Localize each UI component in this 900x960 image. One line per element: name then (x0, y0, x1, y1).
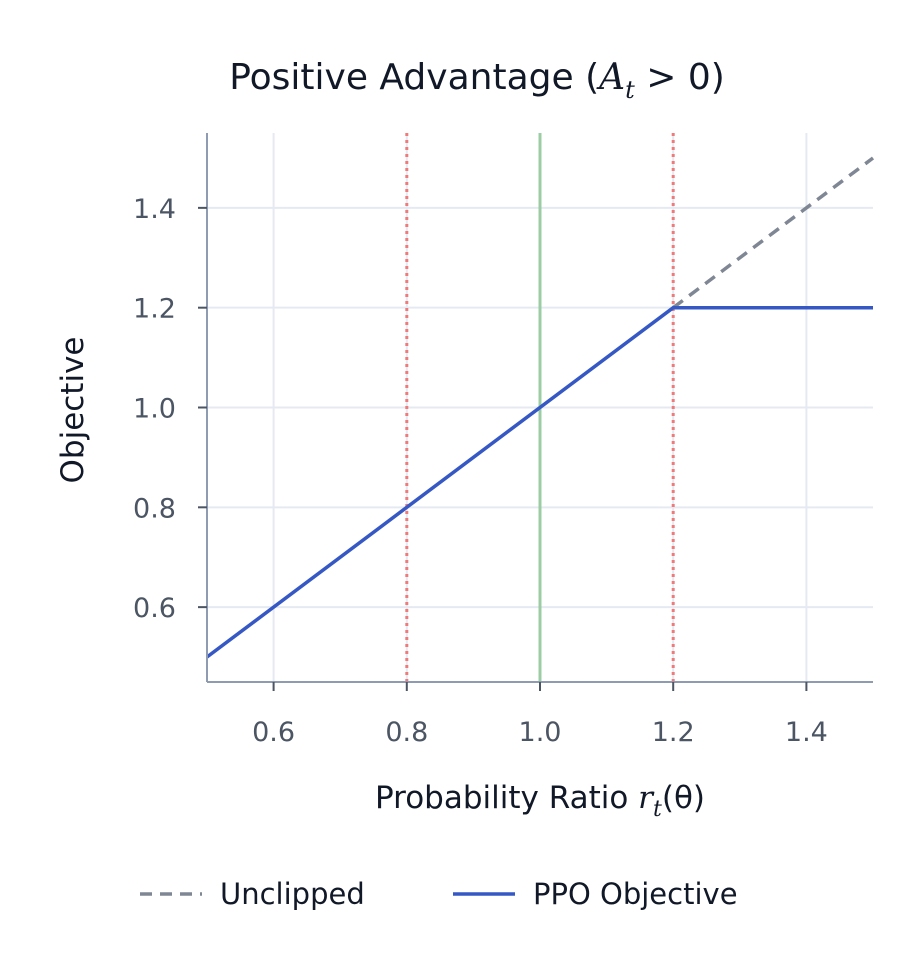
y-tick-label-1: 0.8 (133, 493, 176, 524)
x-tick-label-0: 0.6 (252, 717, 295, 748)
legend-label-1: PPO Objective (533, 877, 738, 911)
x-tick-label-3: 1.2 (652, 717, 695, 748)
x-tick-label-1: 0.8 (385, 717, 428, 748)
axes (198, 133, 873, 691)
y-tick-label-4: 1.4 (133, 194, 176, 225)
series-line-1 (205, 305, 873, 659)
legend: Unclipped PPO Objective (140, 877, 738, 911)
x-tick-label-2: 1.0 (519, 717, 562, 748)
x-tick-label-4: 1.4 (785, 717, 828, 748)
y-tick-label-0: 0.6 (133, 593, 176, 624)
chart-title: Positive Advantage (At > 0) (229, 57, 725, 104)
y-tick-label-2: 1.0 (133, 394, 176, 425)
tick-labels: 0.6 0.8 1.0 1.2 1.4 0.6 0.8 1.0 1.2 1.4 (133, 194, 828, 748)
y-axis-label: Objective (55, 337, 91, 484)
x-axis-label: Probability Ratio rt(θ) (375, 780, 705, 822)
series-line-0 (672, 156, 875, 310)
y-tick-label-3: 1.2 (133, 294, 176, 325)
series-lines (205, 156, 875, 659)
legend-label-0: Unclipped (220, 877, 365, 911)
